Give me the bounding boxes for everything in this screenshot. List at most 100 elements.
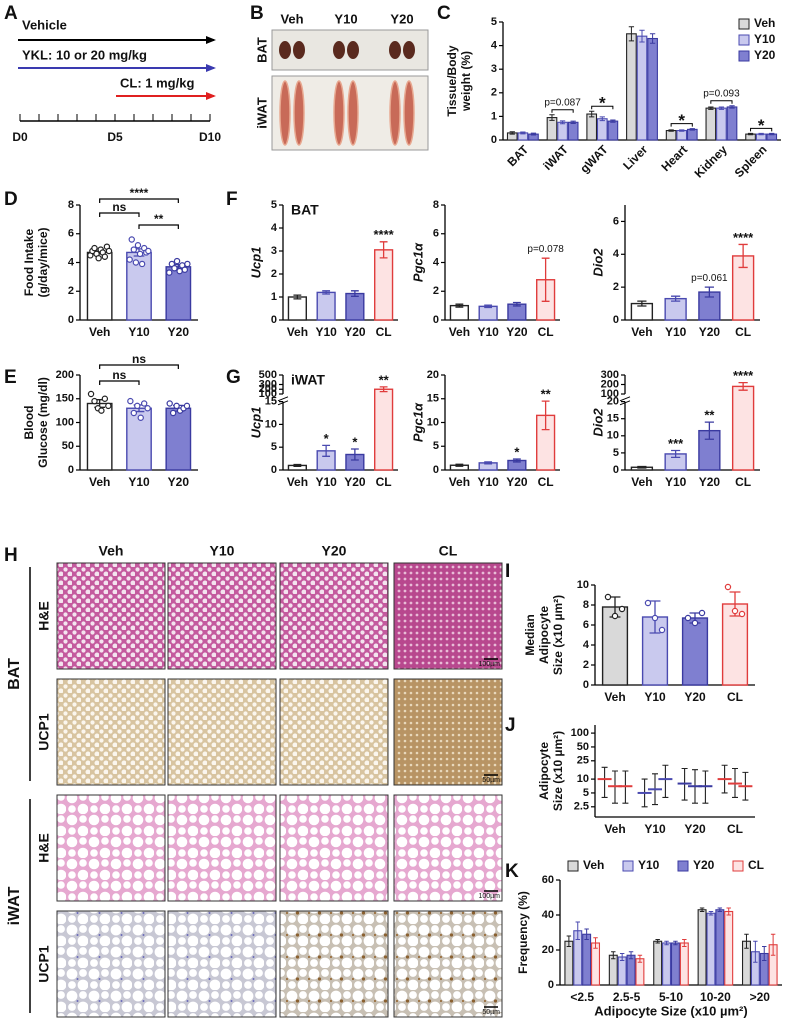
x-tick-label: Y10 [644, 822, 666, 836]
y-axis-label: Glucose (mg/dl) [36, 377, 50, 468]
x-tick-label: Veh [631, 475, 652, 489]
bar [716, 107, 727, 141]
y-tick-label: 1 [271, 291, 277, 303]
data-point [130, 409, 138, 417]
bar [345, 292, 365, 321]
chart-title: iWAT [291, 372, 325, 388]
iwat-tissue [389, 80, 401, 146]
error-bar [770, 933, 776, 956]
legend-swatch [677, 860, 689, 872]
x-tick-label: CL [735, 475, 751, 489]
y-axis-label: Median [523, 614, 537, 655]
error-bar [738, 243, 748, 269]
data-point [126, 256, 133, 263]
y-tick-label: 0 [491, 134, 497, 146]
error-bar [610, 119, 616, 123]
error-bar [682, 939, 687, 947]
error-bar [350, 290, 359, 297]
error-bar [559, 120, 566, 125]
data-point [171, 265, 178, 272]
y-tick-label: 0 [433, 314, 439, 326]
x-tick-label: Veh [604, 822, 625, 836]
panel-label: J [505, 715, 516, 736]
micrograph [56, 910, 166, 1018]
x-tick-label: 10-20 [700, 990, 731, 1004]
y-tick-label: 4 [491, 40, 498, 52]
annotation: * [324, 431, 330, 446]
error-bar [509, 131, 515, 135]
x-tick-label: Y20 [506, 475, 528, 489]
y-tick-label: 100 [259, 388, 277, 400]
data-point [684, 614, 692, 622]
axis-break [277, 396, 289, 406]
bar [86, 402, 113, 471]
scale-bar-label: 50µm [482, 777, 500, 784]
y-tick-label: 4 [68, 256, 75, 268]
bracket [99, 212, 140, 217]
y-tick-label: 300 [601, 369, 619, 381]
data-point [604, 593, 612, 601]
error-bar [584, 928, 589, 940]
panel-label: F [226, 189, 238, 210]
y-axis-label: (g/day/mice) [36, 227, 50, 297]
error-bar [637, 954, 643, 963]
bar [601, 606, 629, 686]
y-tick-label: 15 [607, 413, 619, 425]
bar [647, 37, 658, 141]
x-tick-label: CL [727, 690, 743, 704]
y-axis-label: Pgc1α [410, 402, 425, 442]
column-label: Y20 [390, 11, 413, 26]
data-point [738, 610, 746, 618]
y-tick-label: 10 [427, 416, 439, 428]
column-label: Y20 [322, 543, 347, 559]
bat-tissue [389, 41, 401, 59]
error-bar [664, 940, 669, 946]
y-tick-label: 4 [271, 222, 278, 234]
y-tick-label: 0 [68, 314, 74, 326]
scale-bar-label: 100µm [478, 893, 500, 900]
bar [607, 120, 619, 141]
bracket-label: ** [154, 212, 164, 226]
annotation: * [514, 445, 520, 460]
x-tick-label: <2.5 [570, 990, 594, 1004]
error-bar [762, 946, 767, 961]
y-tick-label: 2 [68, 285, 74, 297]
data-point [87, 390, 95, 398]
data-point [98, 407, 105, 414]
annotation: p=0.061 [691, 273, 728, 284]
bar [721, 603, 749, 686]
y-tick-label: 5 [433, 440, 439, 452]
bar [374, 388, 394, 471]
annotation: **** [733, 368, 754, 383]
y-tick-label: 100 [571, 727, 589, 739]
bar [662, 942, 672, 986]
x-tick-label: Veh [631, 325, 652, 339]
data-point [101, 253, 109, 260]
data-point [691, 619, 699, 627]
annotation: * [352, 434, 358, 449]
data-point [130, 246, 138, 253]
micrograph [393, 794, 503, 902]
y-tick-label: 2.5 [574, 801, 589, 813]
x-tick-label: Y10 [477, 475, 499, 489]
y-tick-label: 10 [607, 430, 619, 442]
data-point [611, 612, 619, 620]
error-bar [520, 131, 526, 135]
error-bar [512, 458, 521, 463]
data-point [176, 267, 183, 275]
y-axis-label: Blood [22, 406, 36, 440]
annotation: p=0.078 [527, 244, 564, 255]
bracket [710, 100, 733, 104]
error-bar [753, 940, 758, 963]
error-bar [570, 120, 576, 124]
bracket-label: ns [112, 200, 126, 214]
error-bar [704, 286, 714, 298]
y-tick-label: 5 [613, 447, 619, 459]
error-bar [655, 939, 660, 944]
y-tick-label: 5 [271, 199, 277, 211]
x-tick-label: Kidney [692, 142, 730, 180]
error-bar [628, 26, 635, 42]
y-tick-label: 8 [433, 199, 439, 211]
bar [287, 296, 307, 321]
y-axis-label: Ucp1 [248, 407, 263, 439]
